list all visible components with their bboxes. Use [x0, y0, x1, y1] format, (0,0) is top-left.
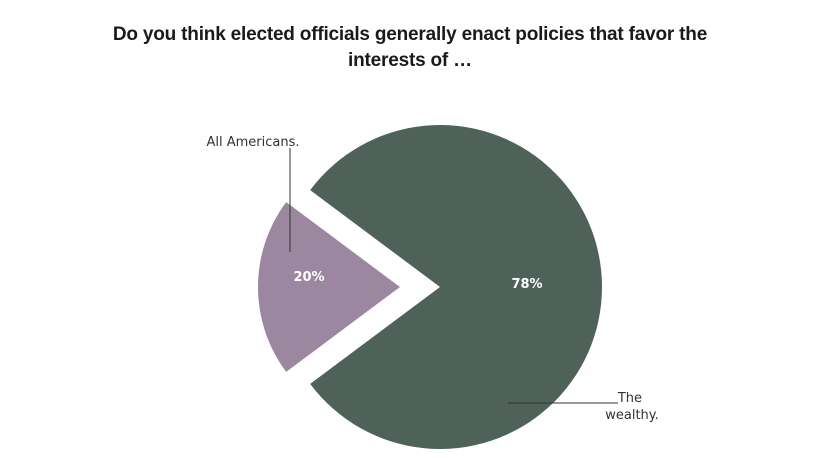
chart-title: Do you think elected officials generally…: [112, 24, 708, 71]
callout-label-all-americans: All Americans.: [206, 135, 299, 150]
pie-slice-the-wealthy: [310, 125, 603, 450]
pie-slice-all-americans: [258, 202, 400, 372]
slice-label-all-americans: 20%: [293, 270, 324, 285]
callout-label-the-wealthy: The wealthy.: [605, 391, 659, 423]
slice-label-wealthy: 78%: [511, 277, 542, 292]
